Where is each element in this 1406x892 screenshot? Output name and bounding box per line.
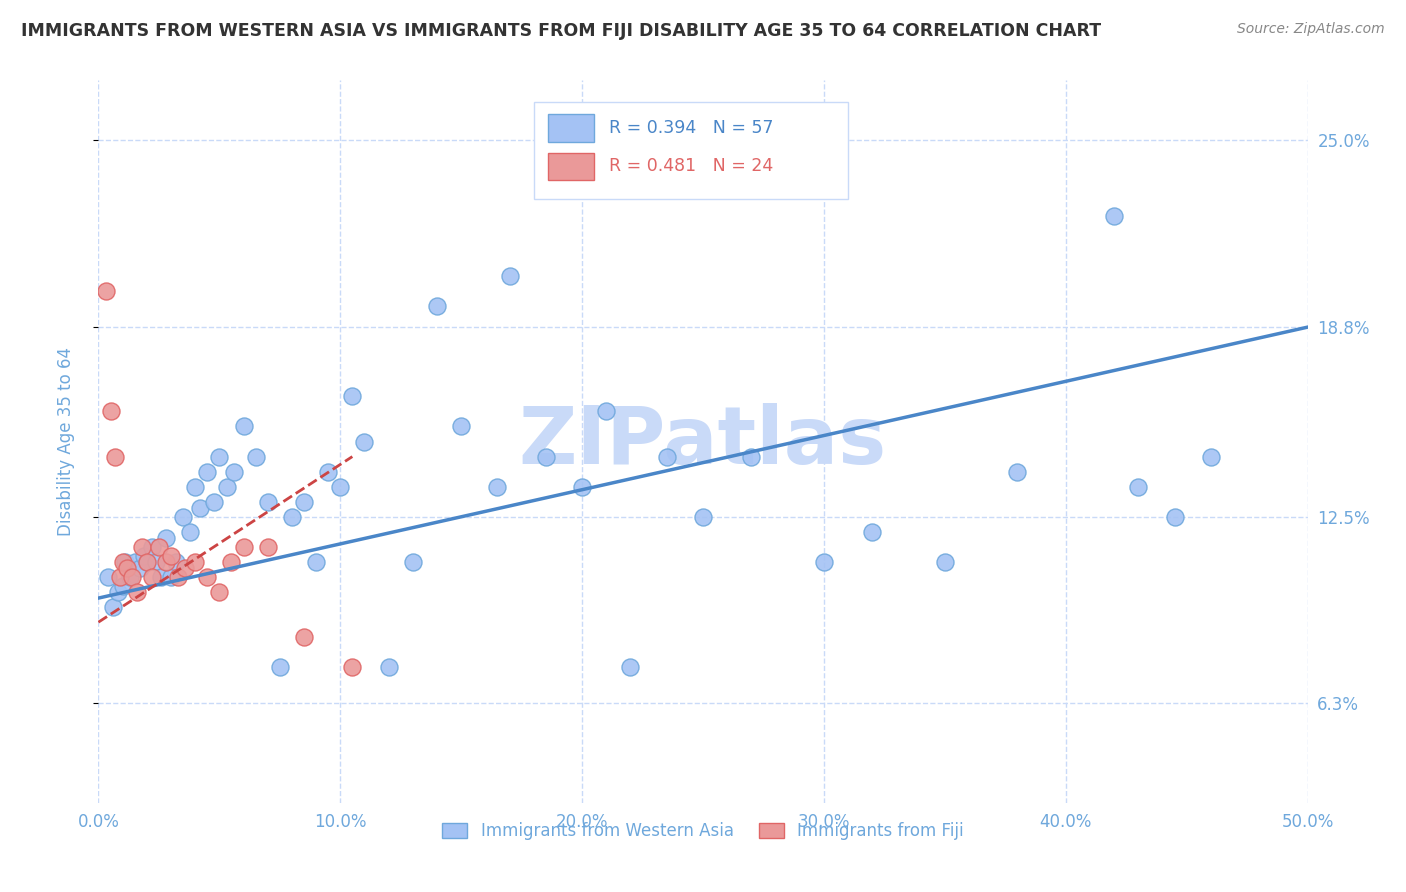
Point [377,660,399,674]
Point [117,561,139,575]
Point [184,555,207,569]
Point [204,494,226,508]
Point [1102,209,1125,223]
Point [195,465,218,479]
FancyBboxPatch shape [534,102,848,200]
Point [222,465,245,479]
Point [342,389,364,403]
Point [104,450,127,464]
Point [131,540,153,554]
Point [292,494,315,508]
Text: ZIPatlas: ZIPatlas [519,402,887,481]
Point [100,404,122,418]
Point [292,630,315,644]
Text: R = 0.481   N = 24: R = 0.481 N = 24 [609,157,773,175]
Point [145,555,167,569]
Legend: Immigrants from Western Asia, Immigrants from Fiji: Immigrants from Western Asia, Immigrants… [434,814,972,848]
Point [571,480,593,494]
Point [124,555,146,569]
Point [114,555,136,569]
Point [127,585,149,599]
Point [195,570,218,584]
Point [150,570,173,584]
Point [1007,465,1029,479]
Point [160,549,183,563]
Point [281,509,304,524]
Point [108,570,131,584]
Point [619,660,641,674]
Point [329,480,352,494]
Point [1163,509,1185,524]
Point [269,660,291,674]
Y-axis label: Disability Age 35 to 64: Disability Age 35 to 64 [56,347,75,536]
Point [208,585,231,599]
Point [245,450,267,464]
Point [232,540,254,554]
Point [498,268,520,283]
Point [135,555,157,569]
Point [118,570,141,584]
Point [215,480,238,494]
Point [160,570,183,584]
Point [128,561,150,575]
Point [934,555,956,569]
Point [221,555,243,569]
Point [141,540,163,554]
Point [172,509,194,524]
Point [486,480,509,494]
Point [305,555,328,569]
Point [256,494,278,508]
Point [179,524,201,539]
FancyBboxPatch shape [548,153,595,180]
Point [101,600,124,615]
Point [402,555,425,569]
Point [141,570,163,584]
Text: Source: ZipAtlas.com: Source: ZipAtlas.com [1237,22,1385,37]
Point [134,549,156,563]
Point [155,555,177,569]
Point [740,450,762,464]
Point [208,450,231,464]
Point [165,555,187,569]
Point [188,500,211,515]
Point [316,465,339,479]
Point [256,540,278,554]
Point [534,450,557,464]
FancyBboxPatch shape [548,114,595,142]
Point [121,570,143,584]
Point [655,450,678,464]
Point [353,434,375,449]
Point [94,284,117,298]
Point [426,299,449,313]
Point [167,570,190,584]
Point [692,509,714,524]
Point [813,555,835,569]
Text: R = 0.394   N = 57: R = 0.394 N = 57 [609,119,773,137]
Point [1199,450,1222,464]
Point [111,555,134,569]
Point [450,419,472,434]
Point [135,555,157,569]
Point [97,570,120,584]
Text: IMMIGRANTS FROM WESTERN ASIA VS IMMIGRANTS FROM FIJI DISABILITY AGE 35 TO 64 COR: IMMIGRANTS FROM WESTERN ASIA VS IMMIGRAN… [21,22,1101,40]
Point [174,561,197,575]
Point [232,419,254,434]
Point [184,480,207,494]
Point [111,579,134,593]
Point [107,585,129,599]
Point [1128,480,1150,494]
Point [155,531,177,545]
Point [595,404,617,418]
Point [342,660,364,674]
Point [148,540,170,554]
Point [860,524,883,539]
